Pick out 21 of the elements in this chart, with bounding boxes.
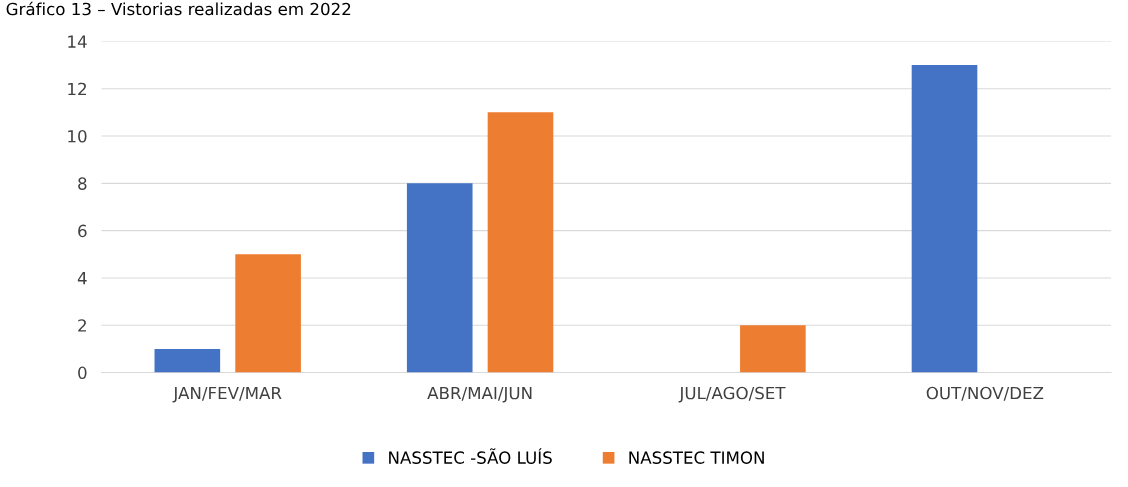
bar <box>487 112 554 373</box>
y-tick-label: 14 <box>68 35 87 48</box>
bar <box>740 325 806 373</box>
x-tick-label: JAN/FEV/MAR <box>172 386 282 403</box>
x-tick-label: OUT/NOV/DEZ <box>926 386 1044 401</box>
bar <box>154 348 221 373</box>
legend-label: NASSTEC -SÃO LUÍS <box>389 448 552 464</box>
y-tick-label: 6 <box>78 224 87 238</box>
y-tick-label: 8 <box>78 177 87 190</box>
legend-label: NASSTEC TIMON <box>629 451 764 464</box>
y-tick-label: 2 <box>78 319 86 332</box>
x-tick-label: JUL/AGO/SET <box>678 386 786 403</box>
y-tick-label: 0 <box>78 366 87 380</box>
y-tick-label: 4 <box>77 272 87 285</box>
bar <box>406 183 473 373</box>
y-tick-label: 10 <box>68 129 87 143</box>
bar <box>235 254 301 373</box>
bar <box>911 65 978 373</box>
y-tick-label: 12 <box>68 82 86 96</box>
chart-title: Gráfico 13 – Vistorias realizadas em 2022 <box>6 1 351 16</box>
x-tick-label: ABR/MAI/JUN <box>427 386 532 403</box>
